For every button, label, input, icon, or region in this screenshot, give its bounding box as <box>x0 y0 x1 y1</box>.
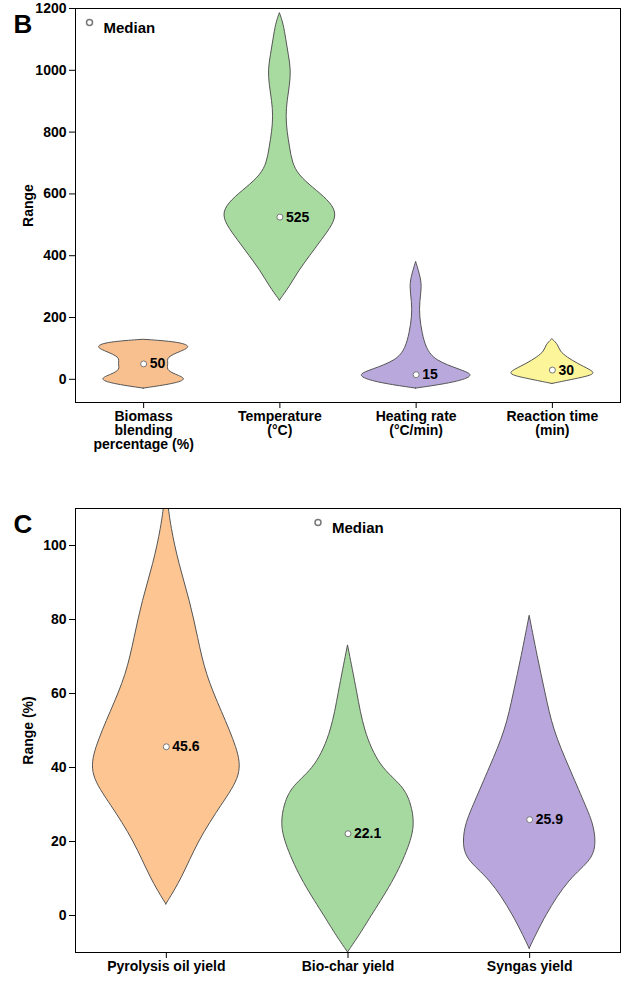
svg-text:Range: Range <box>20 184 36 227</box>
svg-text:Range (%): Range (%) <box>20 696 36 764</box>
svg-text:50: 50 <box>150 355 166 371</box>
svg-text:30: 30 <box>558 362 574 378</box>
svg-text:400: 400 <box>43 247 67 263</box>
svg-text:22.1: 22.1 <box>354 825 381 841</box>
svg-text:1000: 1000 <box>35 62 66 78</box>
svg-text:Syngas yield: Syngas yield <box>487 958 573 974</box>
svg-text:15: 15 <box>422 366 438 382</box>
svg-text:40: 40 <box>51 759 67 775</box>
svg-text:Reaction time(min): Reaction time(min) <box>506 408 598 438</box>
svg-text:45.6: 45.6 <box>172 738 199 754</box>
svg-text:100: 100 <box>43 537 67 553</box>
svg-text:Temperature(°C): Temperature(°C) <box>238 408 322 438</box>
svg-text:Heating rate(°C/min): Heating rate(°C/min) <box>376 408 457 438</box>
svg-text:200: 200 <box>43 309 67 325</box>
svg-text:C: C <box>14 509 33 539</box>
svg-text:600: 600 <box>43 185 67 201</box>
svg-text:Biomassblendingpercentage (%): Biomassblendingpercentage (%) <box>93 408 193 452</box>
svg-text:525: 525 <box>286 209 310 225</box>
svg-text:Pyrolysis oil yield: Pyrolysis oil yield <box>107 958 225 974</box>
svg-text:800: 800 <box>43 124 67 140</box>
svg-text:20: 20 <box>51 833 67 849</box>
svg-text:60: 60 <box>51 685 67 701</box>
svg-text:0: 0 <box>59 907 67 923</box>
svg-text:Median: Median <box>104 19 156 36</box>
svg-text:1200: 1200 <box>35 0 66 16</box>
svg-text:25.9: 25.9 <box>536 811 563 827</box>
svg-text:B: B <box>14 9 33 39</box>
svg-text:Bio-char yield: Bio-char yield <box>302 958 395 974</box>
svg-text:80: 80 <box>51 611 67 627</box>
svg-text:Median: Median <box>332 519 384 536</box>
svg-text:0: 0 <box>59 371 67 387</box>
